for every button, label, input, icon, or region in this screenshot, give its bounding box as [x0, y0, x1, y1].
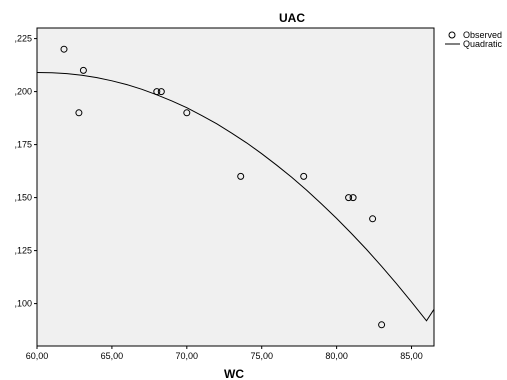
legend-quadratic-label: Quadratic: [463, 39, 503, 49]
x-axis: 60,00 65,00 70,00 75,00 80,00 85,00: [26, 346, 423, 361]
legend-observed-label: Observed: [463, 30, 502, 40]
observed-point: [237, 172, 245, 180]
y-tick-label: ,100: [14, 299, 32, 309]
observed-point: [157, 88, 165, 96]
observed-point: [183, 109, 191, 117]
legend-observed-marker: [448, 31, 456, 39]
y-tick-label: ,200: [14, 87, 32, 97]
observed-point: [300, 172, 308, 180]
observed-points-group: [60, 45, 386, 329]
x-tick-label: 75,00: [250, 351, 273, 361]
x-tick-label: 70,00: [176, 351, 199, 361]
observed-point: [60, 45, 68, 53]
chart-title: UAC: [279, 11, 305, 25]
y-axis: ,100 ,125 ,150 ,175 ,200 ,225: [14, 34, 37, 309]
observed-point: [345, 194, 353, 202]
observed-point: [349, 194, 357, 202]
x-tick-label: 80,00: [325, 351, 348, 361]
quadratic-fit-line: [36, 72, 435, 322]
observed-point: [153, 88, 161, 96]
legend: Observed Quadratic: [445, 30, 503, 49]
observed-point: [75, 109, 83, 117]
x-tick-label: 85,00: [400, 351, 423, 361]
fit-curve-group: [36, 72, 435, 322]
y-tick-label: ,125: [14, 246, 32, 256]
y-tick-label: ,150: [14, 193, 32, 203]
x-axis-title: WC: [224, 367, 244, 380]
y-tick-label: ,225: [14, 34, 32, 44]
x-tick-label: 65,00: [101, 351, 124, 361]
x-tick-label: 60,00: [26, 351, 49, 361]
plot-area: [36, 27, 435, 347]
observed-point: [79, 66, 87, 74]
observed-point: [378, 321, 386, 329]
observed-point: [369, 215, 377, 223]
y-tick-label: ,175: [14, 140, 32, 150]
